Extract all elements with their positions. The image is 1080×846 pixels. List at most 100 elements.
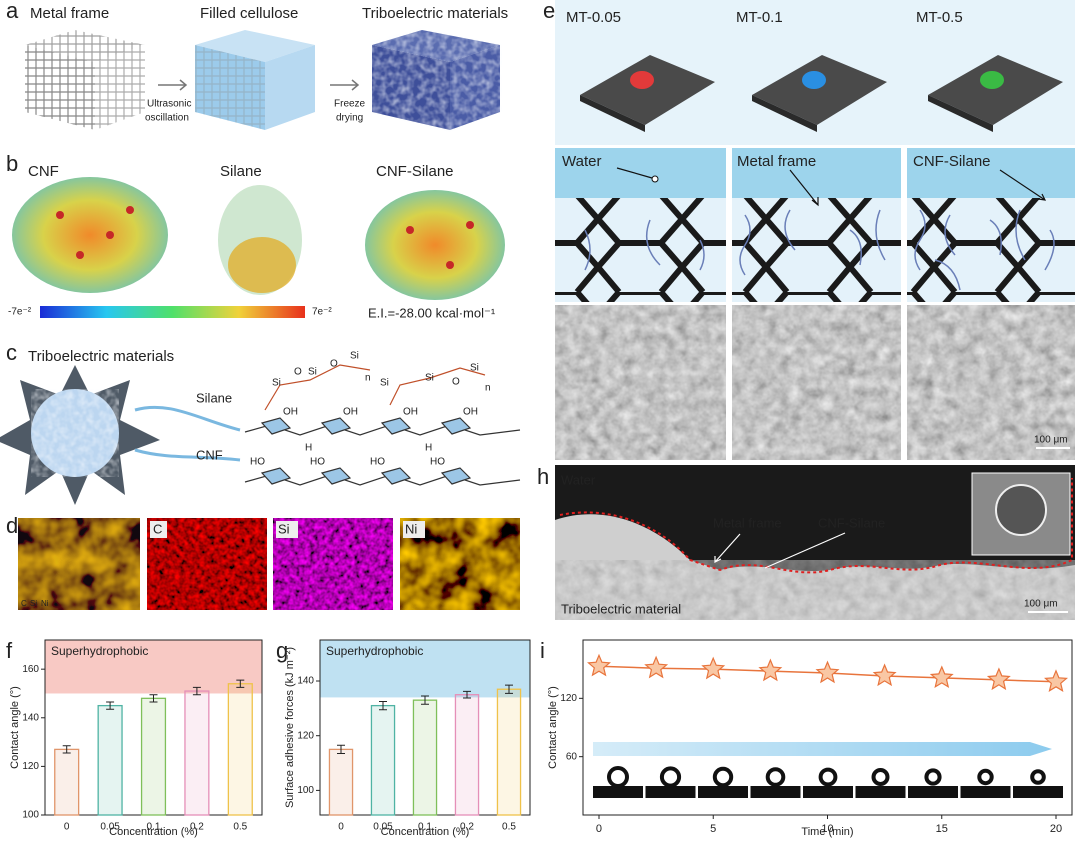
sample-title: MT-0.1 (736, 9, 783, 26)
droplet (977, 768, 994, 786)
image-label: Water (561, 472, 596, 487)
bar (54, 748, 80, 816)
x-tick-label: 0.2 (190, 822, 204, 833)
substrate (1013, 786, 1063, 798)
eds-overlay (18, 518, 140, 610)
panel-label: i (540, 638, 545, 663)
pointer (764, 532, 846, 569)
error-bar (463, 690, 471, 699)
pointer-end (651, 175, 659, 183)
schematic-label: Water (562, 153, 601, 170)
droplet (765, 767, 786, 787)
atom: O (294, 367, 302, 378)
atom: HO (250, 457, 265, 468)
image-label: CNF-Silane (818, 515, 885, 530)
x-tick-label: 0.1 (147, 822, 161, 833)
atom-labels: Si O Si O Si n Si Si O Si n OH OH OH OH … (250, 351, 491, 468)
y-tick-label: 120 (22, 761, 39, 772)
bar (412, 699, 438, 816)
pointer (999, 169, 1047, 201)
legend-chip: C (21, 599, 27, 608)
pointer (714, 533, 741, 563)
panel-b: b CNF Silane CNF-Silane -7e⁻² 7e⁻² E.I.=… (6, 151, 505, 320)
panel-h: h Water Metal frame CNF-Silane Triboelec… (537, 464, 1075, 620)
map-label: Ni (405, 521, 417, 536)
atoms (56, 206, 474, 269)
atom: Si (425, 373, 434, 384)
panel-c: c Triboelectric materials Silane CNF Si … (0, 340, 521, 505)
x-tick-label: 0.1 (418, 822, 432, 833)
x-axis-label: Time (min) (801, 826, 853, 838)
molecule-title: CNF-Silane (376, 163, 454, 180)
threshold-band (320, 640, 530, 698)
panel-label: c (6, 340, 17, 365)
y-tick-label: 100 (297, 785, 314, 796)
substrate (960, 786, 1011, 798)
substrate (803, 786, 853, 798)
bar (184, 690, 210, 816)
step-note: Ultrasonic (147, 99, 191, 110)
cube-filled-cellulose (195, 30, 315, 130)
schematic-label: Metal frame (737, 153, 816, 170)
fibers (584, 209, 1055, 291)
x-tick-label: 0 (338, 822, 344, 833)
atom: OH (283, 407, 298, 418)
substrate (908, 786, 958, 798)
sample-title: MT-0.5 (916, 9, 963, 26)
map-tag (403, 521, 425, 538)
atom: HO (430, 457, 445, 468)
panel-d: d C Si Ni C Si Ni (6, 513, 520, 610)
atom: O (452, 377, 460, 388)
droplet-strip (593, 760, 1063, 800)
molecule-title: CNF (28, 163, 59, 180)
marker (815, 660, 840, 684)
x-tick-label: 0.5 (233, 822, 247, 833)
chain-label: Silane (196, 390, 232, 405)
panel-label: d (6, 513, 18, 538)
panel-title: Triboelectric materials (28, 348, 174, 365)
threshold-band (45, 640, 262, 694)
x-tick-label: 0.05 (373, 822, 393, 833)
atom: Si (470, 363, 479, 374)
esp-surface (12, 177, 168, 293)
droplet (1030, 769, 1046, 785)
y-tick-label: 60 (566, 751, 578, 762)
droplet (607, 766, 629, 788)
chart: g Superhydrophobic 100 120 140 0 0.05 0.1 0.2 0.5… (276, 638, 531, 838)
step-note: Freeze (334, 99, 366, 110)
droplet (659, 766, 682, 788)
x-tick-label: 10 (821, 823, 833, 835)
panel-label: b (6, 151, 18, 176)
atom: n (365, 373, 371, 384)
y-tick-label: 140 (22, 712, 39, 723)
y-tick-label: 160 (22, 664, 39, 675)
error-bar (505, 684, 513, 694)
sem-image (555, 305, 726, 460)
cellulose-chain (244, 364, 521, 486)
color-bar (40, 306, 305, 318)
atom: Si (380, 378, 389, 389)
band-annotation: Superhydrophobic (51, 644, 148, 658)
bar (140, 697, 167, 816)
y-tick-label: 140 (297, 676, 314, 687)
time-arrow (593, 742, 1052, 756)
atom: OH (343, 407, 358, 418)
water-layer (555, 148, 1075, 198)
y-axis-label: Contact angle (°) (547, 686, 559, 769)
error-bar (106, 701, 115, 710)
atom: n (485, 383, 491, 394)
chart: i 60 120 0 5 10 15 20 Time (min) Contact angle (°… (540, 638, 1073, 838)
x-tick-label: 0 (596, 823, 602, 835)
droplet (818, 767, 838, 787)
esp-surface (228, 237, 296, 293)
x-tick-label: 20 (1050, 823, 1062, 835)
step-note: oscillation (145, 113, 189, 124)
marker (758, 658, 783, 682)
bar (97, 704, 123, 816)
sample-photos (580, 55, 1063, 132)
marker (644, 655, 669, 679)
marker (929, 665, 954, 689)
cube-metal-frame (25, 30, 145, 130)
